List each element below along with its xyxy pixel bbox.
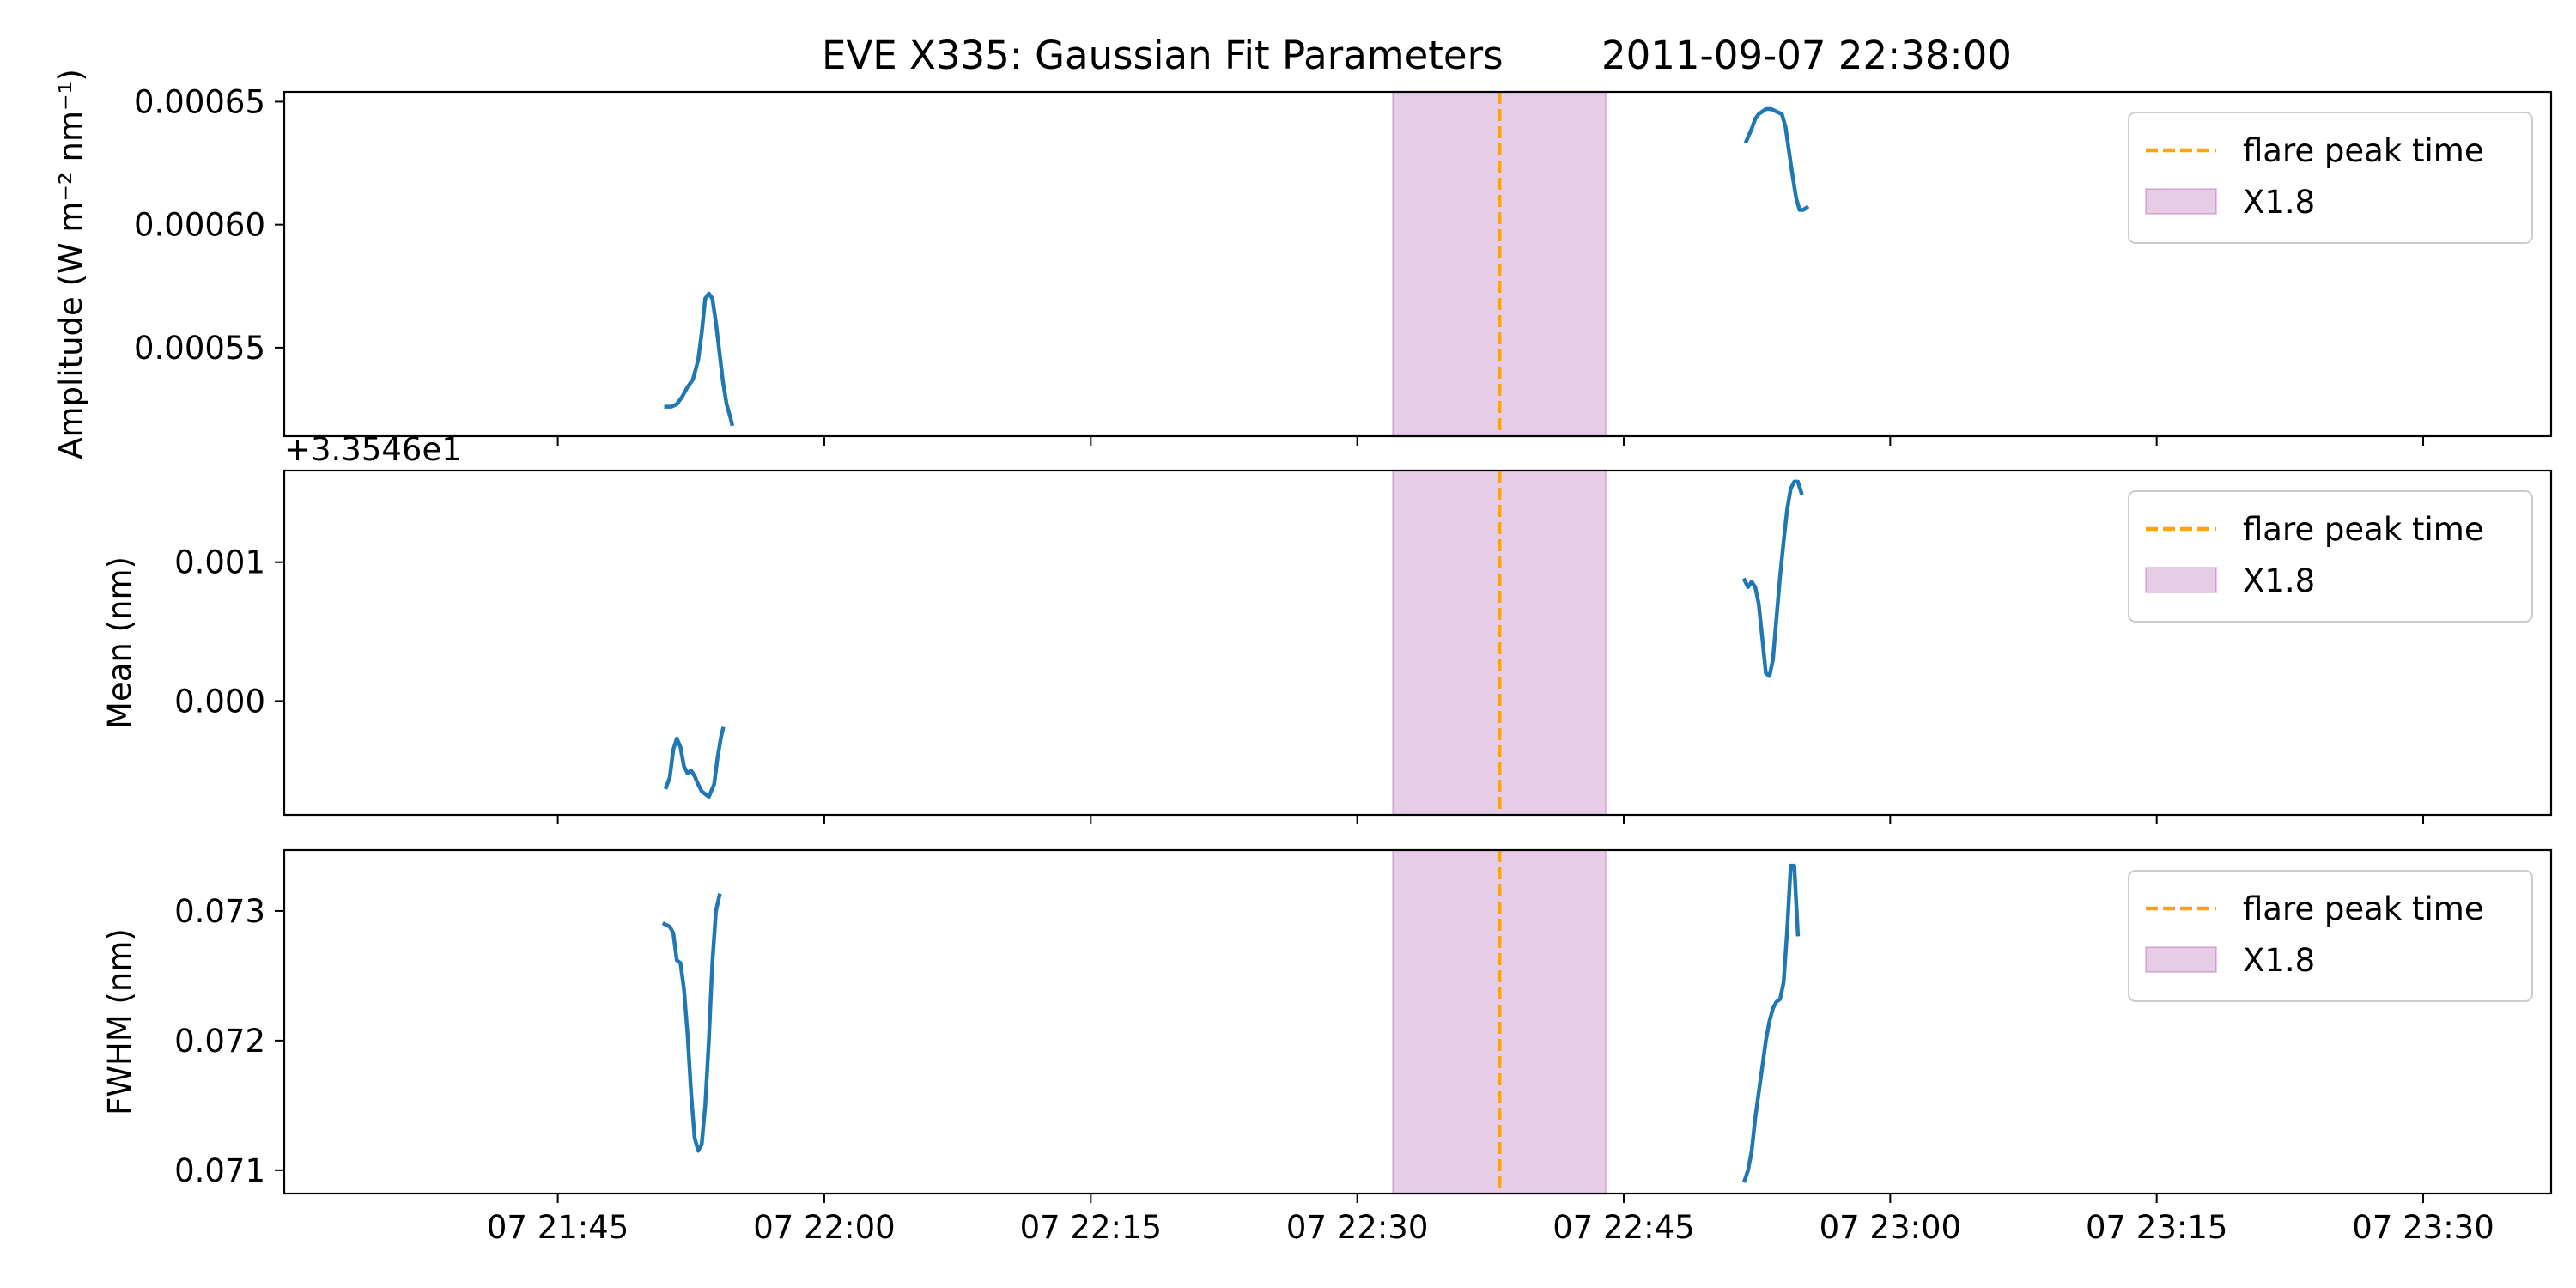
- y-offset-text: +3.3546e1: [284, 431, 462, 468]
- y-tick-label: 0.073: [174, 893, 265, 930]
- y-tick-label: 0.00060: [134, 207, 265, 244]
- x-tick-label: 07 23:00: [1820, 1209, 1961, 1246]
- x-tick-label: 07 22:30: [1286, 1209, 1428, 1246]
- chart-title: EVE X335: Gaussian Fit Parameters 2011-0…: [822, 33, 2012, 78]
- x-tick-label: 07 23:15: [2086, 1209, 2227, 1246]
- x-tick-label: 07 22:45: [1552, 1209, 1694, 1246]
- legend-peak-label: flare peak time: [2243, 890, 2484, 927]
- y-tick-label: 0.000: [174, 683, 265, 720]
- y-tick-label: 0.072: [174, 1023, 265, 1060]
- data-series-segment-2: [1741, 479, 1804, 678]
- x-tick-label: 07 21:45: [487, 1209, 629, 1246]
- legend: flare peak time X1.8: [2128, 112, 2533, 244]
- panels: 0.00055 0.00060 0.00065 Amplitude (W m⁻² nm…: [52, 69, 2553, 1246]
- legend: flare peak time X1.8: [2128, 870, 2533, 1002]
- legend-box: [2128, 490, 2533, 623]
- y-tick-label: 0.001: [174, 544, 265, 581]
- data-series-segment-2: [1741, 863, 1801, 1183]
- data-series-segment-1: [664, 291, 735, 427]
- y-tick-label: 0.00055: [134, 330, 265, 367]
- panel-2: 0.000 0.001 Mean (nm) +3.3546e1 flare peak t…: [101, 431, 2553, 824]
- y-tick-label: 0.071: [174, 1152, 265, 1189]
- legend: flare peak time X1.8: [2128, 490, 2533, 623]
- y-axis-label: Mean (nm): [101, 556, 138, 729]
- panel-3: 07 21:45 07 22:00 07 22:15 07 22:30 07 22:45…: [101, 848, 2553, 1246]
- legend-box: [2128, 870, 2533, 1002]
- x-tick-label: 07 22:00: [753, 1209, 895, 1246]
- legend-band-swatch: [2145, 567, 2217, 593]
- y-axis-label: FWHM (nm): [101, 928, 138, 1115]
- y-axis-label: Amplitude (W m⁻² nm⁻¹): [52, 69, 89, 459]
- axes-frame: [283, 848, 2553, 1195]
- x-tick-label: 07 22:15: [1020, 1209, 1162, 1246]
- legend-band-swatch: [2145, 188, 2217, 215]
- data-series-segment-2: [1743, 106, 1810, 212]
- legend-band-label: X1.8: [2243, 942, 2315, 979]
- axes-frame: [283, 90, 2553, 438]
- legend-band-label: X1.8: [2243, 184, 2315, 221]
- panel-1: 0.00055 0.00060 0.00065 Amplitude (W m⁻² nm…: [52, 69, 2553, 459]
- legend-band-label: X1.8: [2243, 562, 2315, 599]
- data-series-segment-1: [661, 893, 722, 1153]
- legend-peak-label: flare peak time: [2243, 132, 2484, 169]
- data-series-segment-1: [663, 726, 726, 799]
- legend-band-swatch: [2145, 946, 2217, 973]
- legend-box: [2128, 112, 2533, 244]
- legend-peak-label: flare peak time: [2243, 511, 2484, 548]
- axes-frame: [283, 469, 2553, 817]
- x-tick-label: 07 23:30: [2352, 1209, 2494, 1246]
- y-tick-label: 0.00065: [134, 83, 265, 120]
